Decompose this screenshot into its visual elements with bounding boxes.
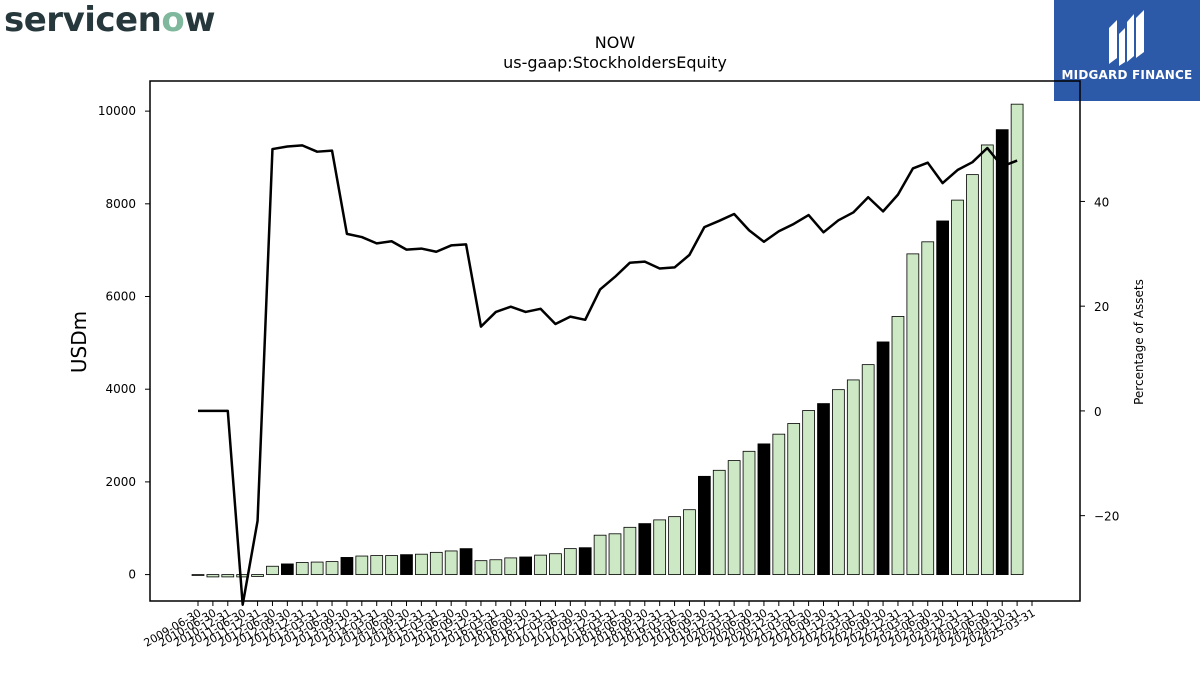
percentage-line [198,144,1018,606]
bar [980,144,994,575]
bar [638,523,652,575]
bar [549,553,562,575]
bar [400,554,413,575]
y2-tick-label: 20 [1094,300,1109,314]
bar [861,364,875,575]
midgard-finance-logo: MIDGARD FINANCE [1054,0,1200,101]
y-tick-label: 4000 [105,382,136,396]
y-axis-label: USDm [67,311,91,373]
bar [608,533,622,575]
bar [280,563,294,575]
bar [966,174,979,575]
bar [251,574,264,577]
bar [757,443,771,575]
midgard-emblem-icon [1109,10,1144,66]
bar [995,129,1009,575]
bar [340,557,354,575]
bar [489,559,503,575]
bar [698,475,711,575]
bar [415,553,428,575]
chart-subtitle: us-gaap:StockholdersEquity [503,53,727,72]
bar [429,551,443,575]
y-tick-label: 6000 [105,290,136,304]
bar [504,557,518,575]
bar [355,555,369,575]
bar [951,199,964,575]
bar [802,410,815,575]
y2-axis-ticks: −20 0 20 40 [1080,195,1119,524]
y-tick-label: 10000 [98,104,136,118]
bar [846,379,860,575]
bar [906,253,920,575]
bar [459,548,473,575]
logo-text-b: o [161,0,185,40]
bar [534,554,547,575]
bar [310,561,324,575]
bar [787,423,801,575]
bar [772,433,786,575]
bar [563,548,577,575]
x-axis-ticks: 2009-06-302010-06-302010-12-312011-06-30… [142,601,1038,650]
bar [668,516,681,575]
y-tick-label: 2000 [105,475,136,489]
y-tick-label: 0 [128,568,136,582]
bar [385,555,398,575]
bar [519,556,533,575]
bar [206,574,220,578]
bar [623,526,637,575]
servicenow-logo: servicenow [4,0,216,40]
bar [191,574,205,576]
bar [578,547,592,575]
y2-tick-label: −20 [1094,510,1119,524]
bar [817,403,830,575]
bar [921,241,935,575]
bar [221,574,235,578]
y2-tick-label: 40 [1094,195,1109,209]
logo-text-a: servicen [4,0,162,40]
bar [832,389,845,575]
y-axis-ticks: 0 2000 4000 6000 8000 10000 [98,104,150,582]
bar [876,341,890,575]
bar [683,509,696,575]
bar [370,555,384,575]
bar [1010,103,1024,575]
bar [891,316,905,575]
bar [712,469,726,575]
plot-frame [149,80,1081,602]
bar [742,450,756,575]
bar [295,562,309,575]
line-series [198,144,1018,606]
bar-series [191,103,1024,578]
bar [653,519,667,575]
bar [474,560,488,575]
y2-tick-label: 0 [1094,405,1102,419]
bar [936,220,950,575]
logo-text-c: w [184,0,216,40]
bar [593,534,607,575]
bar [266,565,279,575]
bar [325,561,339,575]
bar [444,550,458,575]
y2-axis-label: Percentage of Assets [1132,279,1146,405]
bar [727,460,741,575]
midgard-finance-text: MIDGARD FINANCE [1061,68,1193,82]
y-tick-label: 8000 [105,197,136,211]
chart-title: NOW [595,33,636,52]
